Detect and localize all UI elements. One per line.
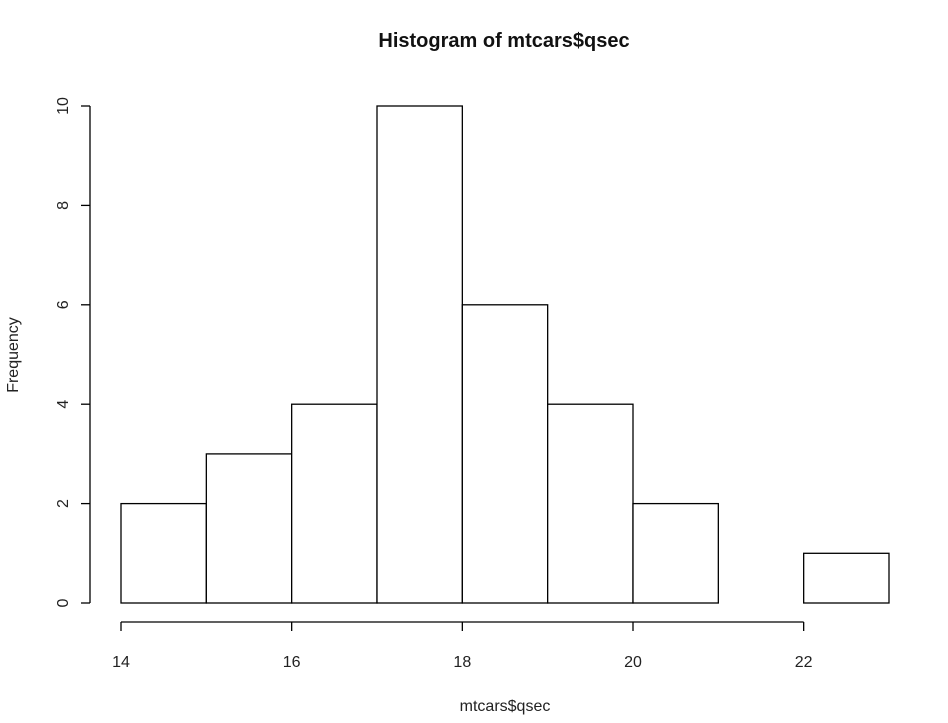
y-tick-label: 6 [55, 300, 72, 309]
bars-group [120, 105, 890, 604]
x-tick-label: 18 [453, 654, 471, 671]
y-tick-label: 0 [55, 598, 72, 607]
histogram-bar [547, 403, 634, 604]
x-tick-label: 14 [112, 654, 130, 671]
histogram-bar [461, 304, 549, 604]
histogram-bar [376, 105, 463, 604]
histogram-bar [205, 453, 293, 604]
histogram-bar [803, 552, 890, 604]
x-tick-label: 20 [624, 654, 642, 671]
y-tick-label: 10 [55, 97, 72, 115]
histogram-bar [120, 502, 207, 604]
histogram-bar [291, 403, 378, 604]
histogram-bar [632, 502, 719, 604]
x-axis: 14 16 18 20 22 [112, 621, 813, 671]
y-tick-label: 4 [55, 400, 72, 409]
y-axis-label: Frequency [5, 317, 22, 393]
x-tick-label: 16 [283, 654, 301, 671]
y-axis: 0 2 4 6 8 10 [55, 97, 91, 607]
chart-title: Histogram of mtcars$qsec [378, 30, 629, 52]
y-tick-label: 2 [55, 499, 72, 508]
y-tick-label: 8 [55, 201, 72, 210]
x-tick-label: 22 [795, 654, 813, 671]
x-axis-label: mtcars$qsec [460, 698, 551, 715]
